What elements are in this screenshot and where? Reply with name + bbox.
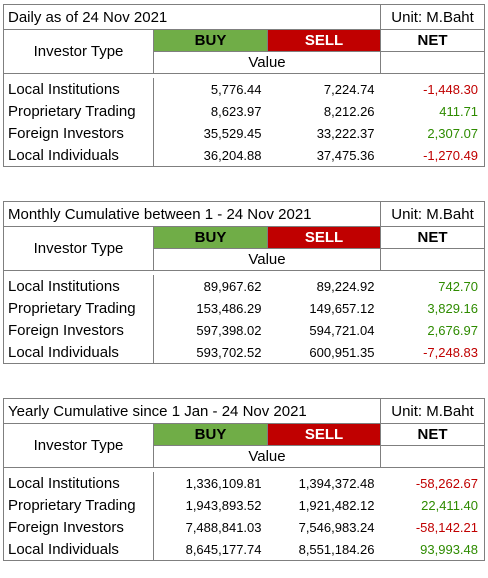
spacer xyxy=(2,73,486,78)
value-header: Value xyxy=(153,445,381,468)
table-row: Proprietary Trading 8,623.97 8,212.26 411.7… xyxy=(3,100,486,122)
sell-header: SELL xyxy=(267,423,381,446)
net-value: -58,142.21 xyxy=(380,516,485,538)
investor-table-2: Monthly Cumulative between 1 - 24 Nov 20… xyxy=(3,201,485,364)
buy-value: 1,336,109.81 xyxy=(185,475,262,491)
sell-header: SELL xyxy=(266,29,382,52)
net-value: -1,270.49 xyxy=(380,144,486,167)
sell-value: 7,546,983.24 xyxy=(298,519,375,535)
buy-header: BUY xyxy=(153,29,268,52)
sell-value: 594,721.04 xyxy=(309,322,375,338)
empty-cell xyxy=(380,248,485,271)
table-row: Local Individuals 36,204.88 37,475.36 -1,27… xyxy=(3,144,486,167)
net-value: 22,411.40 xyxy=(380,494,485,516)
sell-value: 8,551,184.26 xyxy=(267,538,381,561)
investor-name: Foreign Investors xyxy=(3,122,154,144)
net-header: NET xyxy=(380,29,486,52)
empty-cell xyxy=(380,445,485,468)
value-header: Value xyxy=(153,248,381,271)
sell-value: 7,224.74 xyxy=(323,81,375,97)
investor-name: Proprietary Trading xyxy=(3,494,154,516)
table-row: Foreign Investors 597,398.02 594,721.04 2,6… xyxy=(3,319,485,341)
unit-label: Unit: M.Baht xyxy=(380,201,485,227)
net-header: NET xyxy=(380,226,485,249)
sell-value: 600,951.35 xyxy=(267,341,381,364)
net-value: 3,829.16 xyxy=(380,297,485,319)
table-title: Daily as of 24 Nov 2021 xyxy=(2,4,382,30)
table-row: Local Individuals 593,702.52 600,951.35 -7,… xyxy=(3,341,485,364)
table-row: Local Institutions 89,967.62 89,224.92 742.… xyxy=(3,275,485,297)
sell-value: 89,224.92 xyxy=(316,278,375,294)
table-row: Foreign Investors 7,488,841.03 7,546,983.2… xyxy=(3,516,485,538)
net-value: -1,448.30 xyxy=(380,78,486,100)
buy-value: 8,645,177.74 xyxy=(153,538,268,561)
buy-value: 153,486.29 xyxy=(196,300,262,316)
buy-value: 597,398.02 xyxy=(196,322,262,338)
buy-value: 7,488,841.03 xyxy=(185,519,262,535)
buy-value: 593,702.52 xyxy=(153,341,268,364)
sell-header: SELL xyxy=(267,226,381,249)
unit-label: Unit: M.Baht xyxy=(380,4,486,30)
sell-value: 1,921,482.12 xyxy=(298,497,375,513)
net-value: 411.71 xyxy=(380,100,486,122)
value-header: Value xyxy=(152,51,382,74)
table-row: Proprietary Trading 1,943,893.52 1,921,482… xyxy=(3,494,485,516)
buy-header: BUY xyxy=(153,423,268,446)
investor-type-header: Investor Type xyxy=(3,226,154,271)
investor-table-3: Yearly Cumulative since 1 Jan - 24 Nov 2… xyxy=(3,398,485,561)
buy-header: BUY xyxy=(153,226,268,249)
table-row: Proprietary Trading 153,486.29 149,657.12 3… xyxy=(3,297,485,319)
investor-name: Foreign Investors xyxy=(3,319,154,341)
investor-name: Foreign Investors xyxy=(3,516,154,538)
investor-type-header: Investor Type xyxy=(3,29,154,74)
sell-value: 1,394,372.48 xyxy=(298,475,375,491)
table-title: Monthly Cumulative between 1 - 24 Nov 20… xyxy=(3,201,381,227)
buy-value: 36,204.88 xyxy=(153,144,268,167)
buy-value: 5,776.44 xyxy=(210,81,262,97)
buy-value: 8,623.97 xyxy=(210,103,262,119)
net-header: NET xyxy=(380,423,485,446)
net-value: -7,248.83 xyxy=(380,341,485,364)
sell-value: 8,212.26 xyxy=(323,103,375,119)
net-value: 93,993.48 xyxy=(380,538,485,561)
investor-type-header: Investor Type xyxy=(3,423,154,468)
net-value: 742.70 xyxy=(380,275,485,297)
table-row: Local Individuals 8,645,177.74 8,551,184.2… xyxy=(3,538,485,561)
investor-name: Proprietary Trading xyxy=(3,297,154,319)
investor-name: Local Individuals xyxy=(3,341,154,364)
buy-value: 89,967.62 xyxy=(203,278,262,294)
net-value: -58,262.67 xyxy=(380,472,485,494)
investor-name: Local Individuals xyxy=(3,144,154,167)
table-row: Foreign Investors 35,529.45 33,222.37 2,307… xyxy=(3,122,486,144)
net-value: 2,307.07 xyxy=(380,122,486,144)
buy-value: 35,529.45 xyxy=(203,125,262,141)
investor-name: Local Institutions xyxy=(3,472,154,494)
table-row: Local Institutions 5,776.44 7,224.74 -1,448… xyxy=(3,78,486,100)
investor-name: Proprietary Trading xyxy=(3,100,154,122)
unit-label: Unit: M.Baht xyxy=(380,398,485,424)
spacer xyxy=(3,270,485,275)
investor-name: Local Institutions xyxy=(3,78,154,100)
sell-value: 37,475.36 xyxy=(267,144,381,167)
empty-cell xyxy=(380,51,486,74)
buy-value: 1,943,893.52 xyxy=(185,497,262,513)
investor-name: Local Institutions xyxy=(3,275,154,297)
table-row: Local Institutions 1,336,109.81 1,394,372.… xyxy=(3,472,485,494)
investor-table-1: Daily as of 24 Nov 2021 Unit: M.Baht Inv… xyxy=(2,4,486,167)
sell-value: 149,657.12 xyxy=(309,300,375,316)
spacer xyxy=(3,467,485,472)
net-value: 2,676.97 xyxy=(380,319,485,341)
table-title: Yearly Cumulative since 1 Jan - 24 Nov 2… xyxy=(3,398,381,424)
sell-value: 33,222.37 xyxy=(316,125,375,141)
investor-name: Local Individuals xyxy=(3,538,154,561)
